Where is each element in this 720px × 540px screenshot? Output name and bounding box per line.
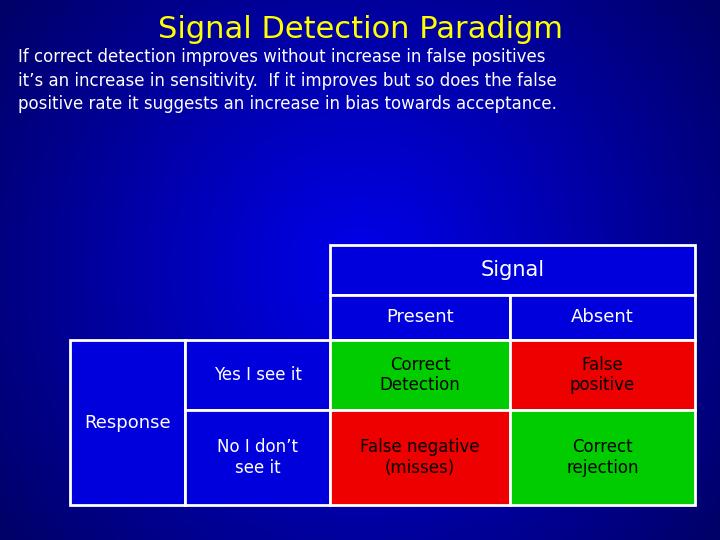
- Bar: [330, 245, 695, 295]
- Bar: [330, 410, 510, 505]
- Text: Signal Detection Paradigm: Signal Detection Paradigm: [158, 15, 562, 44]
- Text: If correct detection improves without increase in false positives
it’s an increa: If correct detection improves without in…: [18, 48, 557, 113]
- Bar: [185, 410, 330, 505]
- Bar: [510, 410, 695, 505]
- Text: Correct
rejection: Correct rejection: [566, 438, 639, 477]
- Text: False negative
(misses): False negative (misses): [360, 438, 480, 477]
- Text: Yes I see it: Yes I see it: [214, 366, 302, 384]
- Text: No I don’t
see it: No I don’t see it: [217, 438, 298, 477]
- Bar: [70, 340, 185, 505]
- Text: Absent: Absent: [571, 308, 634, 327]
- Text: False
positive: False positive: [570, 356, 635, 394]
- Bar: [330, 295, 510, 340]
- Text: Response: Response: [84, 414, 171, 431]
- Text: Present: Present: [386, 308, 454, 327]
- Bar: [185, 340, 330, 410]
- Bar: [330, 340, 510, 410]
- Bar: [510, 340, 695, 410]
- Bar: [510, 295, 695, 340]
- Text: Signal: Signal: [480, 260, 544, 280]
- Text: Correct
Detection: Correct Detection: [379, 356, 460, 394]
